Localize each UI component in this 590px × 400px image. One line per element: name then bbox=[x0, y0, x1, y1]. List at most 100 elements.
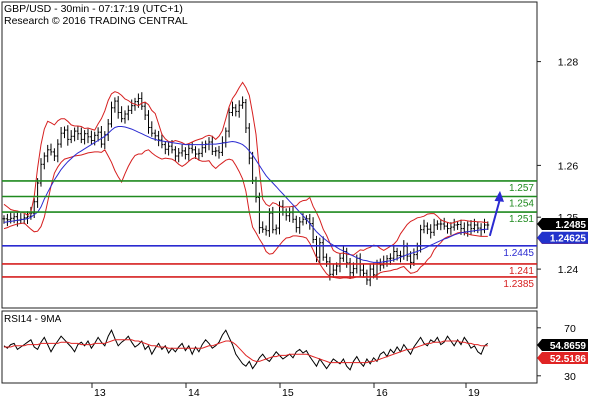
y-tick-label: 1.24 bbox=[558, 264, 579, 276]
price-bar bbox=[237, 100, 241, 118]
price-bar bbox=[399, 250, 402, 263]
price-bar bbox=[362, 263, 365, 277]
price-bar bbox=[231, 101, 234, 117]
price-bar bbox=[409, 251, 412, 269]
price-bar bbox=[36, 178, 39, 208]
y-tick-label: 1.26 bbox=[558, 160, 579, 172]
rsi-ma-line bbox=[4, 339, 488, 364]
price-bar bbox=[163, 141, 167, 155]
price-bar bbox=[90, 130, 93, 145]
price-bar bbox=[234, 104, 238, 117]
x-tick-label: 16 bbox=[376, 387, 388, 399]
price-bar bbox=[372, 262, 375, 279]
price-bar bbox=[26, 211, 29, 224]
price-bar bbox=[83, 130, 86, 145]
price-bar bbox=[331, 263, 335, 278]
price-bar bbox=[321, 236, 325, 261]
price-tag: 1.24625 bbox=[537, 231, 588, 245]
price-bar bbox=[96, 127, 100, 142]
price-bar bbox=[271, 206, 275, 234]
rsi-chart-layer bbox=[3, 329, 489, 371]
price-bar bbox=[120, 106, 123, 123]
price-bar bbox=[392, 245, 396, 262]
price-bar bbox=[442, 217, 446, 230]
price-bar bbox=[157, 130, 160, 147]
price-bar bbox=[180, 144, 184, 157]
rsi-title: RSI14 - 9MA bbox=[4, 314, 62, 325]
price-bar bbox=[298, 217, 302, 234]
price-bar bbox=[338, 253, 342, 273]
level-label: 1.2385 bbox=[503, 279, 534, 290]
price-bar bbox=[153, 129, 157, 141]
price-bar bbox=[422, 219, 426, 234]
price-bar bbox=[446, 222, 449, 234]
price-bar bbox=[244, 99, 248, 133]
price-bar bbox=[130, 99, 134, 114]
price-bar bbox=[63, 126, 66, 139]
price-bar bbox=[110, 101, 113, 128]
main-plot-frame bbox=[1, 1, 538, 309]
price-bar bbox=[174, 146, 177, 161]
price-bar bbox=[432, 218, 436, 236]
price-bar bbox=[126, 105, 130, 121]
price-bar bbox=[294, 215, 298, 233]
price-bar bbox=[436, 220, 439, 230]
price-bar bbox=[258, 192, 261, 234]
price-bar bbox=[12, 213, 16, 224]
price-bar bbox=[241, 96, 244, 109]
price-bar bbox=[412, 248, 416, 266]
price-bar bbox=[429, 224, 433, 239]
price-bar bbox=[150, 121, 154, 137]
level-label: 1.254 bbox=[509, 199, 534, 210]
price-bar bbox=[190, 142, 194, 154]
price-bar bbox=[59, 127, 63, 148]
price-bar bbox=[73, 127, 76, 142]
level-label: 1.2445 bbox=[503, 248, 534, 259]
price-bar bbox=[56, 139, 60, 163]
price-bar bbox=[39, 158, 43, 187]
moving-average-line bbox=[3, 126, 488, 263]
price-bar bbox=[368, 264, 372, 287]
level-label: 1.251 bbox=[509, 214, 534, 225]
price-bar bbox=[469, 220, 473, 235]
x-tick-label: 15 bbox=[282, 387, 294, 399]
chart-header-line2: Research © 2016 TRADING CENTRAL bbox=[4, 15, 188, 27]
bollinger-lower-line bbox=[3, 149, 488, 279]
price-bar bbox=[184, 147, 187, 160]
svg-text:1.24625: 1.24625 bbox=[550, 234, 587, 245]
price-bar bbox=[476, 221, 480, 234]
price-bar bbox=[197, 148, 201, 161]
price-bar bbox=[449, 222, 453, 235]
price-bar bbox=[123, 110, 127, 124]
level-label: 1.241 bbox=[509, 266, 534, 277]
chart-header-line1: GBP/USD - 30min - 07:17:19 (UTC+1) bbox=[4, 3, 183, 15]
price-bar bbox=[140, 92, 144, 110]
price-bar bbox=[69, 130, 73, 144]
price-bar bbox=[100, 126, 103, 148]
rsi-value-tag: 54.8659 bbox=[537, 339, 588, 352]
price-bar bbox=[143, 102, 147, 120]
y-tick-label: 1.28 bbox=[558, 57, 579, 69]
price-bar bbox=[264, 225, 268, 236]
rsi-value-tag: 52.5186 bbox=[537, 352, 588, 365]
svg-text:52.5186: 52.5186 bbox=[550, 354, 587, 365]
price-bar bbox=[49, 143, 53, 156]
price-bar bbox=[247, 123, 251, 165]
price-bar bbox=[66, 125, 70, 146]
price-bar bbox=[227, 107, 231, 138]
price-bar bbox=[426, 222, 429, 235]
price-bar bbox=[348, 258, 352, 279]
x-tick-label: 13 bbox=[94, 387, 106, 399]
price-bar bbox=[187, 143, 191, 161]
price-bar bbox=[42, 152, 46, 170]
price-bar bbox=[116, 96, 120, 119]
price-bar bbox=[113, 97, 117, 113]
price-bar bbox=[268, 208, 271, 237]
level-label: 1.257 bbox=[509, 183, 534, 194]
axis-layer: 1.281.261.251.241.24851.248421.246257030… bbox=[91, 57, 588, 399]
bollinger-upper-line bbox=[3, 81, 488, 256]
price-bar bbox=[86, 128, 90, 144]
x-tick-label: 14 bbox=[188, 387, 200, 399]
svg-text:54.8659: 54.8659 bbox=[550, 341, 587, 352]
price-bar bbox=[210, 135, 214, 155]
